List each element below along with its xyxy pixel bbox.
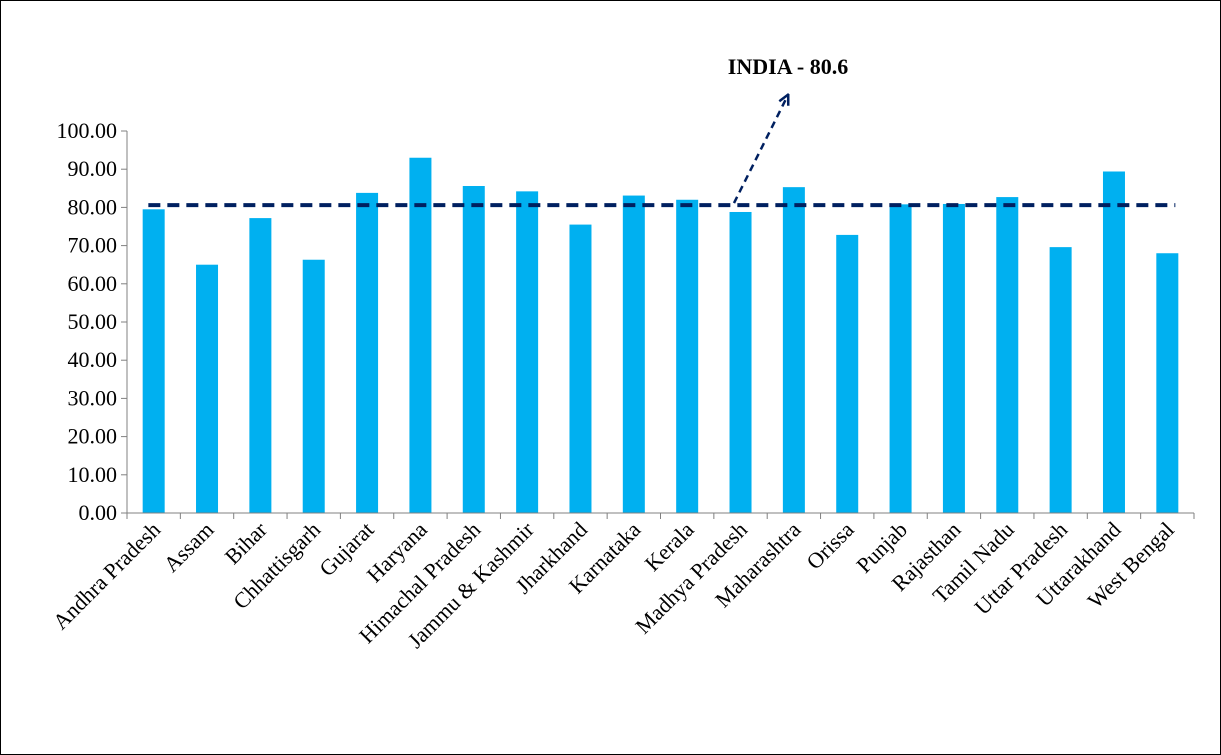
y-tick-label: 60.00 [68,271,118,296]
y-tick-label: 70.00 [68,233,118,258]
bar [782,187,805,514]
y-tick-label: 90.00 [68,156,118,181]
bars [142,157,1179,514]
bar [729,211,752,513]
reference-line-label: INDIA - 80.6 [728,54,848,79]
y-tick-label: 100.00 [57,118,118,143]
bar [836,234,859,514]
reference-line-group: INDIA - 80.6 [148,54,1176,208]
bar [569,224,592,513]
bar [676,199,699,513]
x-tick-label: Andhra Pradesh [48,517,165,634]
y-tick-label: 10.00 [68,462,118,487]
bar [622,195,645,514]
y-tick-label: 0.00 [79,500,118,525]
bar [996,197,1019,513]
y-axis: 0.00 10.00 20.00 30.00 40.00 50.00 60.00 70.00 8… [57,118,128,525]
y-tick-label: 30.00 [68,385,118,410]
bar [356,192,379,513]
bar [462,186,485,513]
bar [142,209,165,513]
bar [1102,171,1125,513]
bar [1156,253,1179,514]
bar [249,218,272,513]
bar [516,191,539,513]
y-tick-label: 80.00 [68,194,118,219]
bar [889,204,912,513]
bar [302,259,325,513]
annotation-arrow [732,99,786,204]
y-tick-label: 50.00 [68,309,118,334]
bar [196,264,219,513]
y-tick-label: 20.00 [68,424,118,449]
x-tick-label: Orissa [801,517,859,575]
x-tick-label: Assam [159,517,219,577]
bar [942,203,965,513]
y-tick-label: 40.00 [68,347,118,372]
bar [1049,247,1072,514]
bar [409,157,432,514]
